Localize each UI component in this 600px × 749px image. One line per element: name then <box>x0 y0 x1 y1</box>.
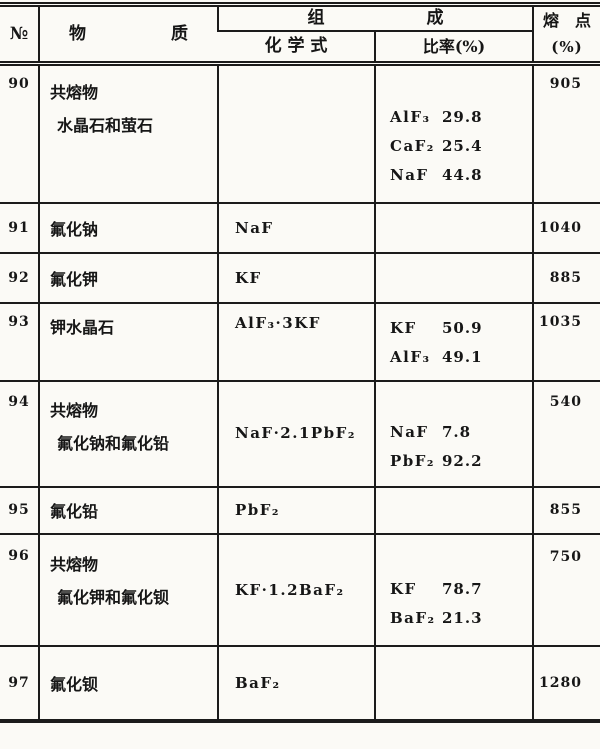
ratio-value: 29.8 <box>442 107 483 126</box>
table-header: № 物 质 组 成 熔 点 (%) 化 学 式 比率(%) <box>0 4 600 67</box>
melting-point-cell: 855 <box>532 486 600 535</box>
substance-line-2: 水晶石和萤石 <box>57 116 154 135</box>
substance-cell: 氟化钠 <box>38 202 218 254</box>
table-row-96: 96 共熔物 氟化钾和氟化钡 KF·1.2BaF₂ KF 78.7 BaF₂ 21.… <box>0 533 600 647</box>
column-header-formula: 化 学 式 <box>218 31 375 67</box>
ratio-formula: BaF₂ <box>390 608 436 627</box>
ratio-formula: PbF₂ <box>390 451 435 470</box>
ratio-line: KF 50.9 <box>390 314 532 343</box>
ratio-cell <box>374 252 533 304</box>
ratio-formula: KF <box>390 579 417 598</box>
ratio-formula: NaF <box>390 165 429 184</box>
ratio-formula: AlF₃ <box>390 347 431 366</box>
table-body: 90 共熔物 水晶石和萤石 AlF₃ 29.8 CaF₂ 25.4 NaF 44.8 … <box>0 63 600 721</box>
row-number: 95 <box>0 486 39 535</box>
melting-point-cell: 540 <box>532 380 600 488</box>
column-header-composition: 组 成 <box>217 4 533 33</box>
row-number: 92 <box>0 252 39 304</box>
formula-cell: KF <box>217 252 375 304</box>
melting-point-cell: 1040 <box>532 202 600 254</box>
table-row-91: 91 氟化钠 NaF 1040 <box>0 202 600 254</box>
ratio-line: NaF 7.8 <box>390 418 532 447</box>
ratio-line: KF 78.7 <box>390 575 532 604</box>
ratio-value: 49.1 <box>442 347 483 366</box>
substance-cell: 钾水晶石 <box>38 302 218 382</box>
ratio-line: AlF₃ 29.8 <box>390 103 532 132</box>
header-row-2: 化 学 式 比率(%) <box>0 31 600 67</box>
ratio-line: PbF₂ 92.2 <box>390 447 532 476</box>
substance-cell: 氟化铅 <box>38 486 218 535</box>
ratio-value: 50.9 <box>442 318 483 337</box>
ratio-cell: NaF 7.8 PbF₂ 92.2 <box>374 380 533 488</box>
column-header-no: № <box>0 4 39 66</box>
row-number: 91 <box>0 202 39 254</box>
melting-point-unit: (%) <box>551 38 583 56</box>
formula-cell: NaF·2.1PbF₂ <box>217 380 375 488</box>
table-row-97: 97 氟化钡 BaF₂ 1280 <box>0 645 600 721</box>
substances-table: № 物 质 组 成 熔 点 (%) 化 学 式 比率(%) 90 共熔物 水晶石… <box>0 2 600 723</box>
melting-point-cell: 1280 <box>532 645 600 721</box>
ratio-cell: KF 78.7 BaF₂ 21.3 <box>374 533 533 647</box>
ratio-cell <box>374 202 533 254</box>
ratio-cell <box>374 486 533 535</box>
formula-cell <box>217 63 375 204</box>
ratio-cell: KF 50.9 AlF₃ 49.1 <box>374 302 533 382</box>
formula-cell: NaF <box>217 202 375 254</box>
substance-line-1: 共熔物 <box>50 554 99 574</box>
substance-line-1: 共熔物 <box>50 83 99 102</box>
table-row-95: 95 氟化铅 PbF₂ 855 <box>0 486 600 535</box>
ratio-formula: NaF <box>390 422 429 441</box>
substance-line-1: 共熔物 <box>50 400 99 420</box>
melting-point-cell: 885 <box>532 252 600 304</box>
formula-cell: AlF₃·3KF <box>217 302 375 382</box>
row-number: 93 <box>0 302 39 382</box>
ratio-line: BaF₂ 21.3 <box>390 604 532 633</box>
row-number: 97 <box>8 674 30 691</box>
ratio-value: 78.7 <box>442 579 483 598</box>
melting-point-cell: 750 <box>532 533 600 647</box>
scanned-page: № 物 质 组 成 熔 点 (%) 化 学 式 比率(%) 90 共熔物 水晶石… <box>0 2 600 723</box>
melting-point-cell: 905 <box>532 63 600 204</box>
substance-line-2: 氟化钠和氟化铅 <box>57 433 170 453</box>
substance-cell: 共熔物 氟化钾和氟化钡 <box>38 533 218 647</box>
table-row-92: 92 氟化钾 KF 885 <box>0 252 600 304</box>
table-row-90: 90 共熔物 水晶石和萤石 AlF₃ 29.8 CaF₂ 25.4 NaF 44.8 … <box>0 63 600 204</box>
ratio-line: NaF 44.8 <box>390 161 532 190</box>
header-row-1: № 物 质 组 成 熔 点 (%) <box>0 4 600 66</box>
ratio-value: 44.8 <box>442 165 483 184</box>
formula-cell: PbF₂ <box>217 486 375 535</box>
formula-cell: BaF₂ <box>217 645 375 721</box>
row-number: 96 <box>0 533 39 647</box>
substance-cell: 共熔物 水晶石和萤石 <box>38 63 218 204</box>
ratio-value: 25.4 <box>442 136 483 155</box>
ratio-value: 21.3 <box>442 608 483 627</box>
row-number: 90 <box>0 63 39 204</box>
column-header-melting-point: 熔 点 (%) <box>532 4 600 66</box>
substance-cell: 氟化钾 <box>38 252 218 304</box>
column-header-substance: 物 质 <box>38 4 218 66</box>
ratio-value: 92.2 <box>442 451 483 470</box>
substance-cell: 氟化钡 <box>38 645 218 721</box>
substance-line-2: 氟化钾和氟化钡 <box>57 587 170 607</box>
ratio-formula: AlF₃ <box>390 107 431 126</box>
column-header-ratio: 比率(%) <box>374 31 533 67</box>
formula-cell: KF·1.2BaF₂ <box>217 533 375 647</box>
ratio-formula: CaF₂ <box>390 136 435 155</box>
row-number: 94 <box>0 380 39 488</box>
table-row-94: 94 共熔物 氟化钠和氟化铅 NaF·2.1PbF₂ NaF 7.8 PbF₂ 92… <box>0 380 600 488</box>
ratio-line: AlF₃ 49.1 <box>390 343 532 372</box>
ratio-cell: AlF₃ 29.8 CaF₂ 25.4 NaF 44.8 <box>374 63 533 204</box>
melting-point-label: 熔 点 <box>542 11 591 30</box>
substance-cell: 共熔物 氟化钠和氟化铅 <box>38 380 218 488</box>
melting-point-cell: 1035 <box>532 302 600 382</box>
table-row-93: 93 钾水晶石 AlF₃·3KF KF 50.9 AlF₃ 49.1 1035 <box>0 302 600 382</box>
ratio-formula: KF <box>390 318 417 337</box>
ratio-line: CaF₂ 25.4 <box>390 132 532 161</box>
ratio-cell <box>374 645 533 721</box>
ratio-value: 7.8 <box>442 422 472 441</box>
